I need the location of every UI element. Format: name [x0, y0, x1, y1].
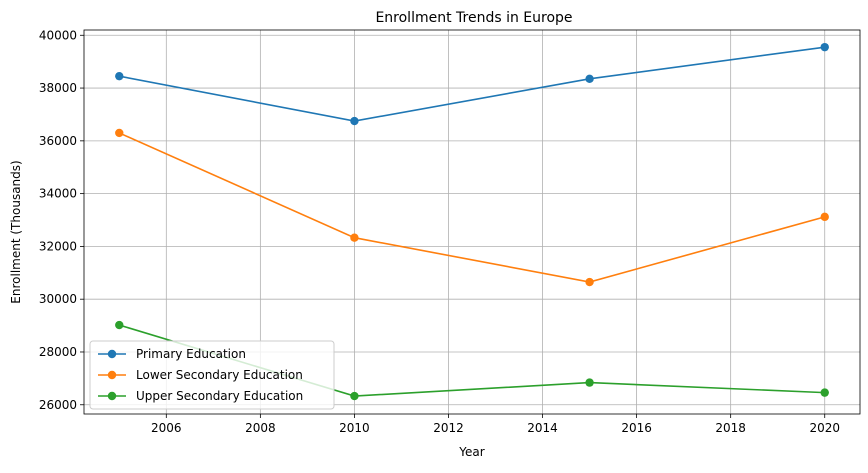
- data-point: [115, 128, 124, 138]
- series-line: [118, 132, 825, 283]
- x-tick-label: 2010: [339, 421, 370, 435]
- data-point: [820, 42, 829, 52]
- x-tick-label: 2012: [433, 421, 464, 435]
- y-tick-label: 26000: [39, 398, 77, 412]
- chart-title: Enrollment Trends in Europe: [375, 10, 572, 26]
- legend-swatch-marker: [107, 370, 117, 380]
- x-tick-label: 2016: [621, 421, 652, 435]
- y-tick-label: 34000: [39, 187, 77, 201]
- data-point: [115, 320, 124, 330]
- x-tick-label: 2008: [245, 421, 276, 435]
- y-tick-label: 36000: [39, 134, 77, 148]
- y-tick-label: 30000: [39, 292, 77, 306]
- y-tick-label: 28000: [39, 345, 77, 359]
- x-tick-label: 2020: [809, 421, 840, 435]
- legend-label: Primary Education: [136, 347, 246, 361]
- y-tick-label: 40000: [39, 28, 77, 42]
- data-point: [585, 378, 594, 387]
- legend-swatch-marker: [107, 391, 117, 401]
- data-point: [820, 212, 829, 222]
- legend-swatch-marker: [107, 349, 117, 359]
- series-lines: [115, 42, 829, 401]
- legend-box: [89, 340, 335, 410]
- y-axis-label: Enrollment (Thousands): [9, 160, 23, 303]
- data-point: [350, 391, 359, 401]
- data-point: [115, 71, 124, 81]
- x-axis-label: Year: [458, 445, 484, 459]
- plot-frame: [83, 29, 861, 415]
- x-tick-label: 2014: [527, 421, 558, 435]
- legend-label: Upper Secondary Education: [136, 389, 303, 403]
- y-tick-label: 38000: [39, 81, 77, 95]
- axes: 2006 2008 2010 2012 2014 2016 2018 2020 26000 280…: [39, 28, 861, 435]
- x-tick-label: 2006: [151, 421, 182, 435]
- legend: Primary Education Lower Secondary Educati…: [89, 340, 335, 410]
- data-point: [585, 74, 594, 84]
- y-tick-label: 32000: [39, 239, 77, 253]
- x-tick-label: 2018: [715, 421, 746, 435]
- legend-label: Lower Secondary Education: [136, 368, 303, 382]
- data-point: [350, 233, 359, 242]
- data-point: [350, 116, 359, 126]
- series-line: [119, 46, 825, 122]
- data-point: [820, 388, 829, 397]
- grid: [84, 30, 860, 414]
- data-point: [585, 277, 594, 287]
